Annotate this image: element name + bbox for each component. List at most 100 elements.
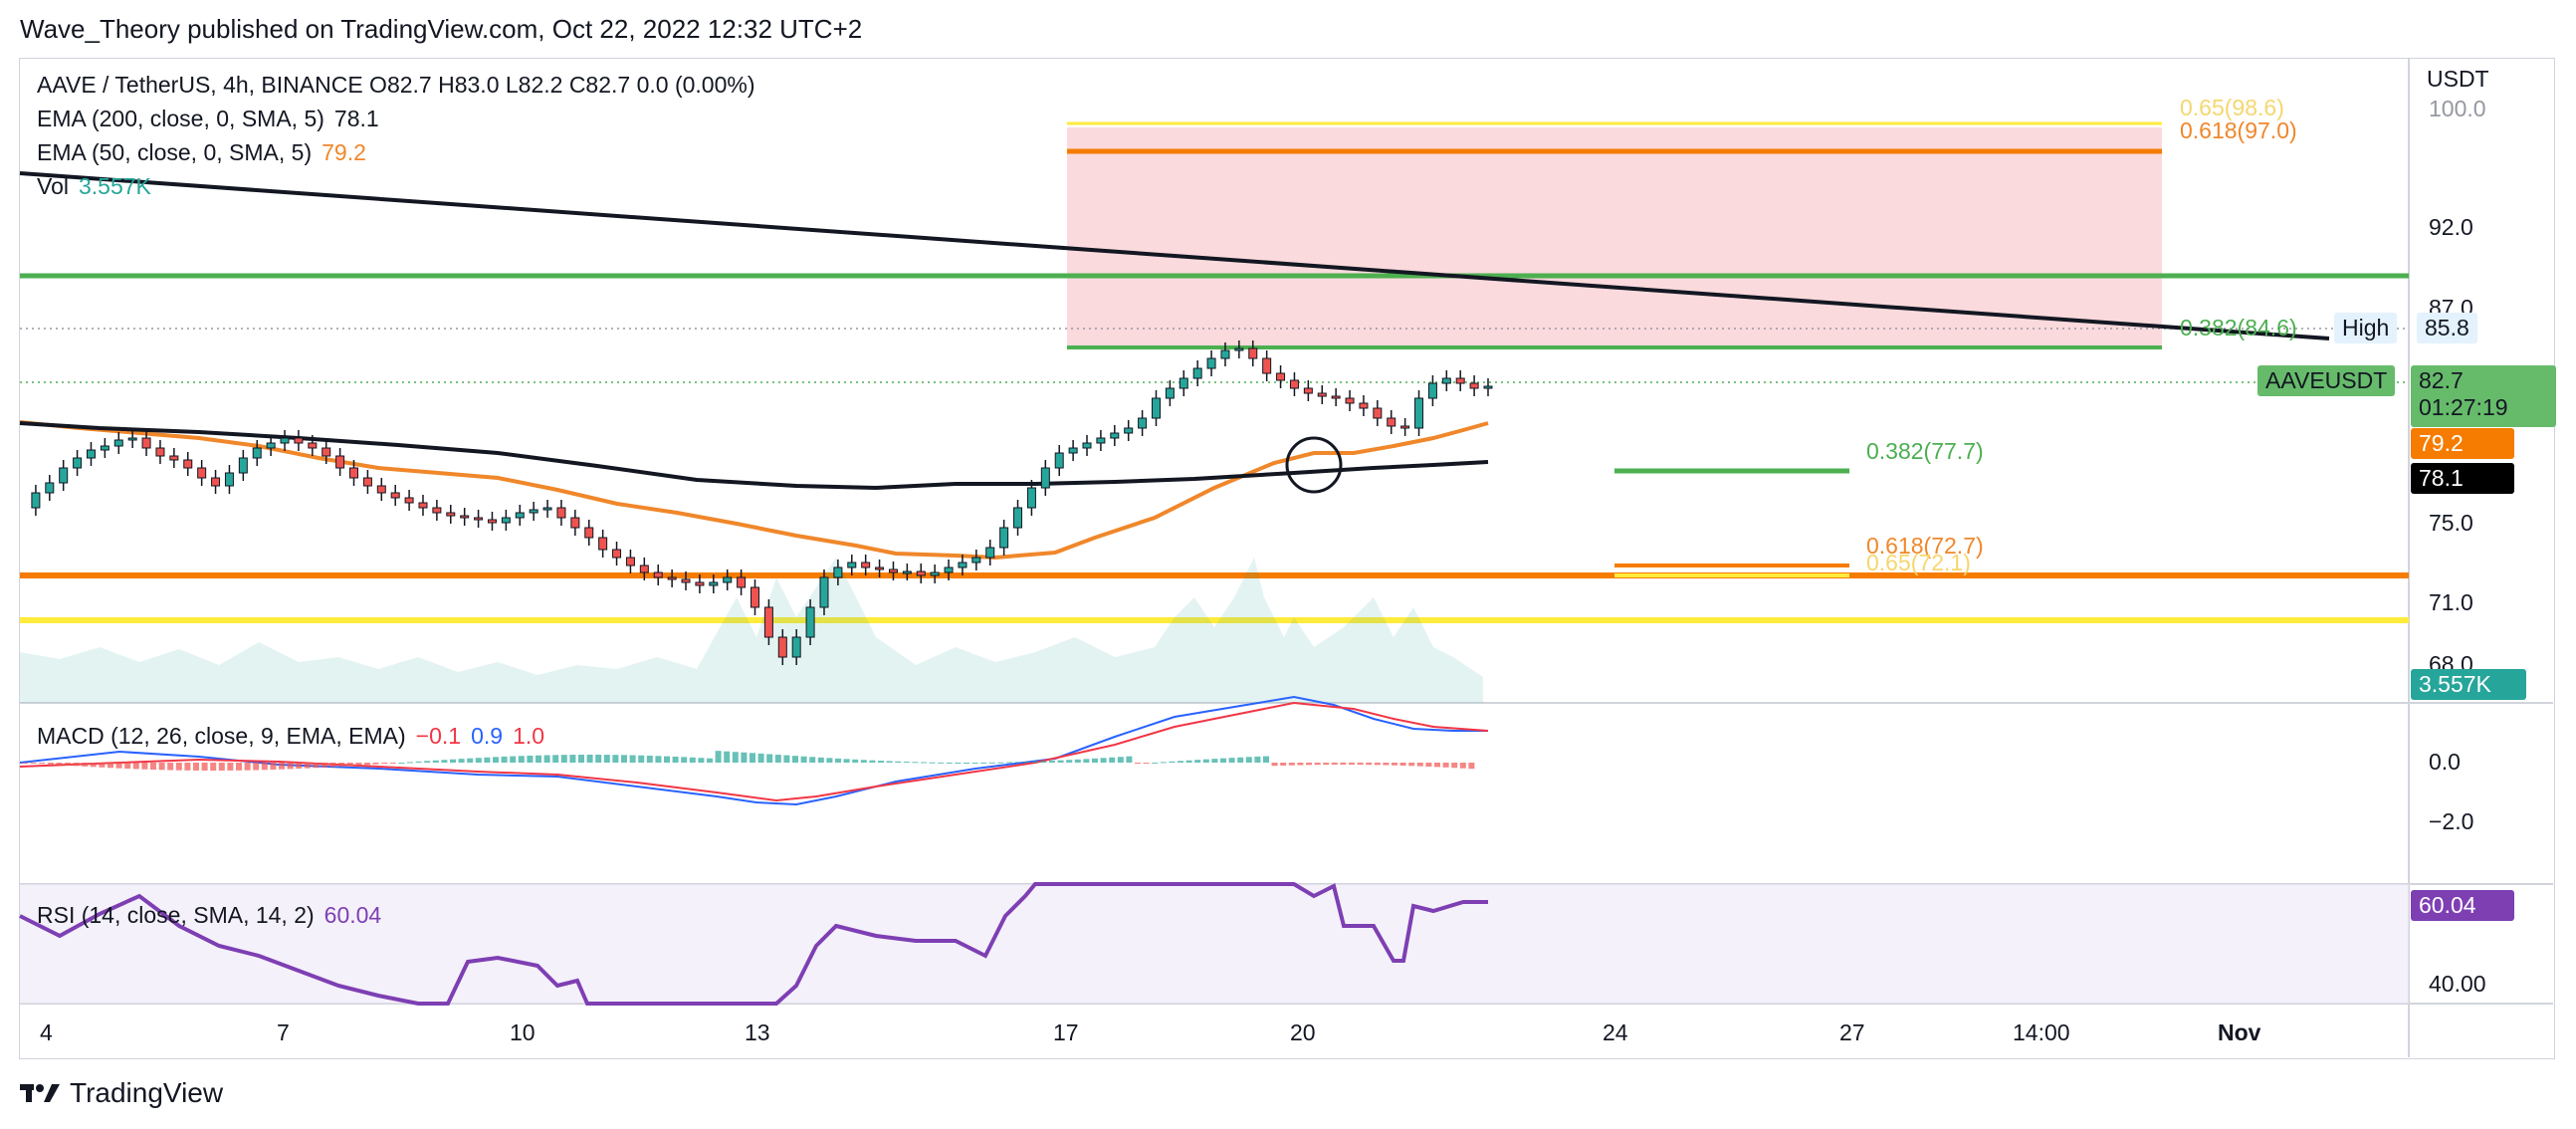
- macd-histogram-bar: [543, 755, 550, 763]
- candle-body: [861, 562, 871, 568]
- candle-body: [362, 477, 372, 487]
- macd-histogram-bar: [355, 763, 362, 766]
- macd-histogram-bar: [971, 762, 978, 764]
- ema50-legend[interactable]: EMA (50, close, 0, SMA, 5) 79.2: [37, 139, 366, 166]
- candle-body: [31, 492, 41, 509]
- volume-legend[interactable]: Vol 3.557K: [37, 173, 151, 200]
- macd-histogram-bar: [895, 761, 902, 763]
- macd-histogram-bar: [210, 763, 217, 771]
- macd-histogram-bar: [218, 763, 225, 771]
- candle-body: [1414, 397, 1424, 429]
- macd-histogram-bar: [621, 755, 627, 763]
- candle-body: [709, 581, 719, 586]
- fib-0618-low-label: 0.618(72.7): [1866, 533, 1984, 559]
- macd-histogram-bar: [655, 756, 662, 763]
- candle-body: [515, 512, 525, 519]
- candle-body: [695, 581, 705, 586]
- candle-body: [1138, 417, 1148, 429]
- candle-body: [86, 449, 96, 459]
- candle-body: [542, 507, 552, 511]
- macd-histogram-bar: [612, 755, 619, 763]
- macd-histogram-bar: [287, 763, 294, 770]
- macd-histogram-bar: [809, 757, 816, 763]
- volume-area: [20, 558, 1483, 703]
- macd-histogram-bar: [184, 763, 191, 771]
- macd-histogram-bar: [732, 752, 739, 763]
- candle-body: [197, 467, 207, 479]
- candle-body: [404, 497, 414, 504]
- macd-histogram-bar: [1442, 763, 1449, 768]
- footer-brand[interactable]: TradingView: [20, 1077, 223, 1109]
- candle-body: [183, 459, 193, 469]
- macd-histogram-bar: [493, 757, 499, 763]
- ema50-tag: 79.2: [2411, 428, 2514, 459]
- macd-histogram-bar: [1297, 763, 1304, 766]
- macd-histogram-bar: [458, 759, 465, 763]
- macd-histogram-bar: [193, 763, 199, 771]
- macd-histogram-bar: [715, 751, 722, 763]
- time-axis-label: 4: [40, 1019, 53, 1045]
- macd-histogram-bar: [227, 763, 234, 771]
- macd-histogram-bar: [441, 760, 448, 763]
- high-label: High: [2342, 315, 2390, 340]
- rsi-label: RSI (14, close, SMA, 14, 2): [37, 902, 315, 928]
- macd-histogram-bar: [1263, 756, 1269, 763]
- high-value-tag: 85.8: [2417, 313, 2477, 343]
- rsi-tag: 60.04: [2411, 890, 2514, 921]
- candle-body: [958, 562, 967, 568]
- candle-body: [1234, 347, 1244, 351]
- macd-histogram-bar: [372, 763, 379, 765]
- candle-body: [639, 564, 649, 573]
- candle-body: [1068, 447, 1078, 454]
- candle-body: [556, 507, 566, 519]
- macd-histogram-bar: [980, 762, 987, 764]
- ema200-legend[interactable]: EMA (200, close, 0, SMA, 5) 78.1: [37, 106, 379, 132]
- macd-histogram-bar: [1023, 762, 1030, 764]
- fib-0382-low-label: 0.382(77.7): [1866, 438, 1984, 464]
- macd-histogram-bar: [1143, 763, 1150, 764]
- ema50-label: EMA (50, close, 0, SMA, 5): [37, 139, 313, 165]
- candle-body: [169, 455, 179, 461]
- candle-body: [584, 527, 594, 539]
- macd-histogram-bar: [329, 763, 336, 768]
- macd-histogram-bar: [1392, 763, 1397, 766]
- macd-histogram-bar: [1399, 763, 1406, 766]
- candle-body: [1276, 372, 1286, 381]
- symbol-legend: AAVE / TetherUS, 4h, BINANCE O82.7 H83.0…: [37, 72, 754, 99]
- macd-histogram-bar: [689, 757, 696, 763]
- macd-histogram-bar: [964, 762, 969, 764]
- candle-body: [1165, 387, 1175, 399]
- macd-histogram-bar: [1211, 759, 1218, 763]
- macd-histogram-bar: [1306, 763, 1312, 766]
- candle-body: [1400, 425, 1410, 429]
- rsi-legend[interactable]: RSI (14, close, SMA, 14, 2) 60.04: [37, 902, 381, 929]
- candle-body: [294, 437, 304, 444]
- macd-histogram-bar: [296, 763, 303, 770]
- macd-histogram-bar: [467, 758, 474, 763]
- macd-histogram-bar: [261, 763, 268, 771]
- candle-body: [238, 457, 248, 474]
- candle-body: [322, 447, 331, 457]
- macd-histogram-bar: [646, 755, 653, 763]
- macd-histogram-bar: [1416, 763, 1423, 767]
- macd-histogram-bar: [1228, 758, 1235, 763]
- macd-histogram-bar: [167, 763, 174, 771]
- macd-axis-label: 0.0: [2429, 749, 2461, 775]
- macd-histogram-bar: [681, 757, 688, 763]
- candle-body: [1427, 382, 1437, 399]
- macd-histogram-bar: [1331, 763, 1338, 766]
- macd-histogram-bar: [852, 759, 859, 763]
- macd-legend[interactable]: MACD (12, 26, close, 9, EMA, EMA) −0.1 0.9…: [37, 723, 544, 750]
- candle-body: [460, 515, 470, 519]
- macd-histogram-bar: [843, 759, 850, 763]
- symbol-tag: AAVEUSDT: [2257, 365, 2396, 396]
- macd-histogram-bar: [1374, 763, 1381, 766]
- macd-histogram-bar: [150, 763, 156, 771]
- candle-body: [1151, 397, 1161, 419]
- candle-body: [390, 492, 400, 499]
- macd-histogram-bar: [860, 760, 867, 763]
- macd-histogram-bar: [65, 763, 71, 766]
- macd-histogram-bar: [1340, 763, 1347, 766]
- macd-histogram-bar: [1092, 758, 1098, 763]
